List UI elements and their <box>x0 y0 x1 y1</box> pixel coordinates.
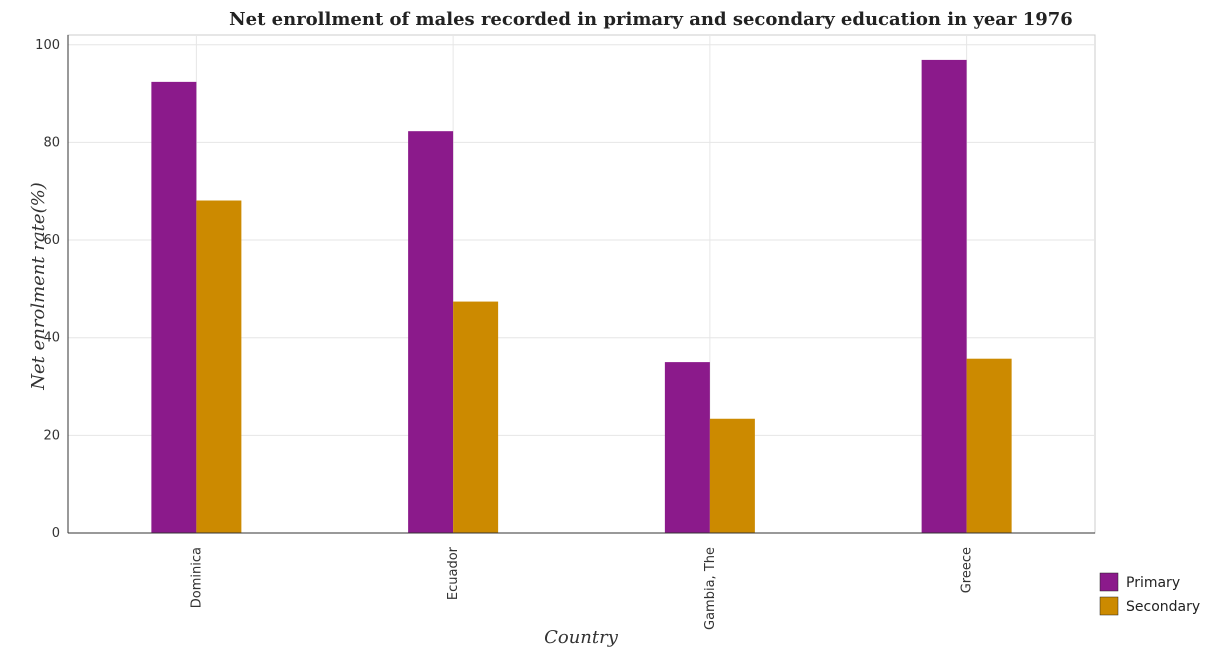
x-tick-label: Ecuador <box>446 546 461 600</box>
x-tick-label: Greece <box>960 547 975 593</box>
y-axis-label: Net enrolment rate(%) <box>28 182 49 390</box>
bar-primary <box>664 362 710 533</box>
y-tick-label: 0 <box>52 526 60 541</box>
bar-primary <box>921 59 967 534</box>
legend: Primary Secondary <box>1099 572 1200 616</box>
y-tick-label: 60 <box>43 233 60 248</box>
bar-secondary <box>196 200 242 533</box>
bar-secondary <box>709 418 755 533</box>
y-tick-label: 20 <box>43 428 60 443</box>
y-tick-label: 100 <box>35 38 60 53</box>
y-tick-label: 80 <box>43 135 60 150</box>
bar-secondary <box>453 301 499 533</box>
bar-primary <box>151 81 197 533</box>
chart-title: Net enrollment of males recorded in prim… <box>229 9 1073 30</box>
bar-secondary <box>966 358 1012 533</box>
legend-swatch-primary <box>1099 572 1119 592</box>
x-tick-label: Dominica <box>189 547 204 608</box>
bar-primary <box>408 131 454 533</box>
y-tick-label: 40 <box>43 331 60 346</box>
plot-area: 0 20 40 60 80 100 Dominica Ecuador Gambia, The Gr… <box>35 34 1096 630</box>
legend-swatch-secondary <box>1099 596 1119 616</box>
legend-label-secondary: Secondary <box>1126 599 1200 615</box>
x-axis-label: Country <box>544 627 619 648</box>
x-tick-label: Gambia, The <box>703 547 718 630</box>
legend-label-primary: Primary <box>1126 575 1180 591</box>
